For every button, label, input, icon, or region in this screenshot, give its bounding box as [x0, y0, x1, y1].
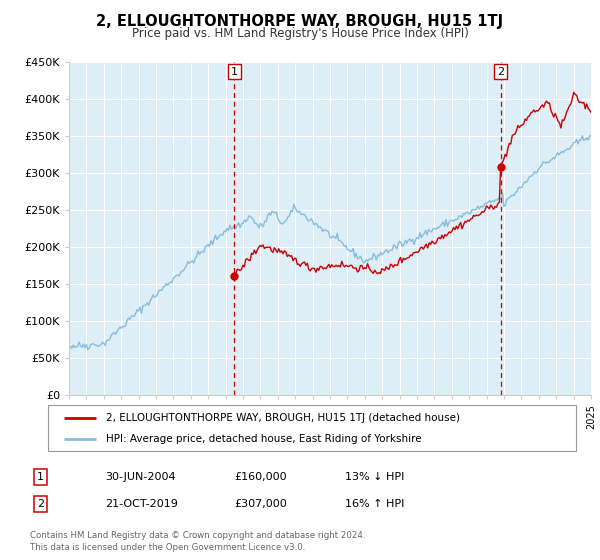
Text: HPI: Average price, detached house, East Riding of Yorkshire: HPI: Average price, detached house, East…	[106, 435, 422, 444]
Text: 30-JUN-2004: 30-JUN-2004	[105, 472, 176, 482]
Text: £307,000: £307,000	[234, 499, 287, 509]
Text: 16% ↑ HPI: 16% ↑ HPI	[345, 499, 404, 509]
Text: 2, ELLOUGHTONTHORPE WAY, BROUGH, HU15 1TJ (detached house): 2, ELLOUGHTONTHORPE WAY, BROUGH, HU15 1T…	[106, 413, 460, 423]
Text: Contains HM Land Registry data © Crown copyright and database right 2024.: Contains HM Land Registry data © Crown c…	[30, 531, 365, 540]
Text: This data is licensed under the Open Government Licence v3.0.: This data is licensed under the Open Gov…	[30, 543, 305, 552]
Text: 1: 1	[231, 67, 238, 77]
Text: 2: 2	[497, 67, 504, 77]
Text: £160,000: £160,000	[234, 472, 287, 482]
FancyBboxPatch shape	[48, 405, 576, 451]
Text: 21-OCT-2019: 21-OCT-2019	[105, 499, 178, 509]
Text: 2, ELLOUGHTONTHORPE WAY, BROUGH, HU15 1TJ: 2, ELLOUGHTONTHORPE WAY, BROUGH, HU15 1T…	[97, 14, 503, 29]
Text: 2: 2	[37, 499, 44, 509]
Text: Price paid vs. HM Land Registry's House Price Index (HPI): Price paid vs. HM Land Registry's House …	[131, 27, 469, 40]
Text: 13% ↓ HPI: 13% ↓ HPI	[345, 472, 404, 482]
Text: 1: 1	[37, 472, 44, 482]
